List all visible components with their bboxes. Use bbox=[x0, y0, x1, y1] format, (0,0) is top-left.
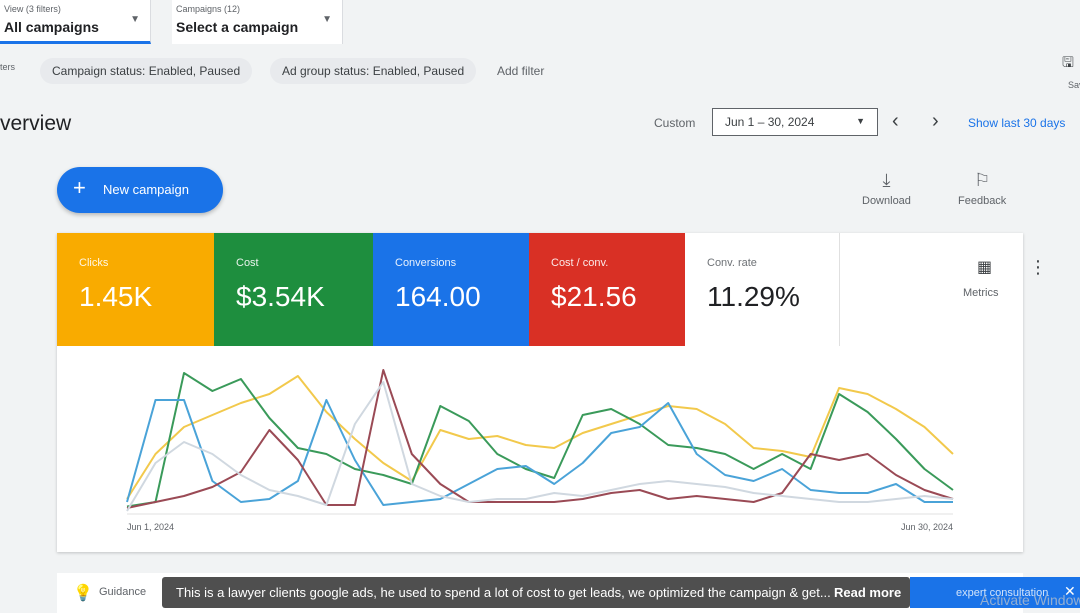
download-button[interactable]: ⤓ Download bbox=[862, 170, 911, 207]
series-line-0 bbox=[126, 375, 954, 500]
chevron-down-icon: ▼ bbox=[130, 14, 140, 25]
filter-chip-ad-group-status[interactable]: Ad group status: Enabled, Paused bbox=[270, 58, 477, 84]
metric-tile-clicks[interactable]: Clicks 1.45K bbox=[57, 233, 214, 346]
metric-label: Conv. rate bbox=[707, 257, 757, 269]
download-label: Download bbox=[862, 195, 911, 207]
caret-down-icon: ▼ bbox=[856, 116, 865, 126]
activate-windows-watermark: Activate Windows bbox=[980, 592, 1080, 608]
next-period-icon[interactable]: › bbox=[932, 110, 939, 132]
feedback-label: Feedback bbox=[958, 195, 1007, 207]
performance-chart: Jun 1, 2024 Jun 30, 2024 bbox=[57, 346, 1023, 552]
read-more-link[interactable]: Read more bbox=[834, 585, 902, 600]
date-range-value: Jun 1 – 30, 2024 bbox=[725, 115, 815, 129]
guidance-label: Guidance bbox=[99, 586, 147, 598]
video-caption: This is a lawyer clients google ads, he … bbox=[162, 577, 910, 608]
x-tick-end: Jun 30, 2024 bbox=[901, 522, 953, 532]
chevron-down-icon: ▼ bbox=[322, 14, 332, 25]
overview-card: Clicks 1.45K Cost $3.54K Conversions 164.00 Co… bbox=[57, 233, 1047, 552]
view-selector-label: View (3 filters) bbox=[4, 4, 61, 14]
metrics-icon[interactable]: ▦ bbox=[977, 259, 993, 276]
more-options-icon[interactable]: ⋮ bbox=[1029, 257, 1047, 277]
caption-text: This is a lawyer clients google ads, he … bbox=[176, 585, 831, 600]
consultation-banner[interactable]: expert consultation ✕ bbox=[910, 577, 1080, 608]
campaign-selector[interactable]: Campaigns (12) Select a campaign ▼ bbox=[172, 0, 343, 44]
filter-chip-campaign-status[interactable]: Campaign status: Enabled, Paused bbox=[40, 58, 253, 84]
page-title: verview bbox=[0, 112, 72, 135]
close-icon[interactable]: ✕ bbox=[1064, 583, 1076, 599]
metric-tile-conv-rate[interactable]: Conv. rate 11.29% bbox=[685, 233, 840, 346]
metric-value: 1.45K bbox=[79, 281, 153, 312]
view-selector[interactable]: View (3 filters) All campaigns ▼ bbox=[0, 0, 151, 44]
lightbulb-icon: 💡 bbox=[73, 585, 93, 602]
top-bar: View (3 filters) All campaigns ▼ Campaig… bbox=[0, 0, 1080, 46]
new-campaign-label: New campaign bbox=[103, 182, 189, 197]
series-line-2 bbox=[126, 399, 953, 506]
metric-label: Clicks bbox=[79, 257, 109, 269]
save-icon[interactable]: 🖫 bbox=[1062, 54, 1074, 70]
metric-value: 11.29% bbox=[707, 281, 800, 312]
series-line-3 bbox=[126, 369, 954, 509]
save-label: Sav bbox=[1068, 80, 1080, 90]
metric-label: Cost bbox=[236, 257, 259, 269]
plus-icon: + bbox=[73, 175, 86, 200]
metrics-menu: ▦ Metrics ⋮ bbox=[899, 233, 1047, 346]
campaign-selector-value: Select a campaign bbox=[176, 19, 299, 35]
metric-value: $3.54K bbox=[236, 281, 325, 312]
download-icon: ⤓ bbox=[882, 170, 891, 190]
consultation-text: expert consultation bbox=[956, 587, 1049, 599]
filter-row: Campaign status: Enabled, Paused Ad grou… bbox=[0, 52, 1080, 88]
metric-tile-conversions[interactable]: Conversions 164.00 bbox=[373, 233, 529, 346]
feedback-icon: ⚐ bbox=[974, 170, 991, 190]
prev-period-icon[interactable]: ‹ bbox=[892, 110, 899, 132]
add-filter-link[interactable]: Add filter bbox=[497, 64, 545, 78]
metric-label: Cost / conv. bbox=[551, 257, 609, 269]
x-tick-start: Jun 1, 2024 bbox=[127, 522, 174, 532]
series-line-4 bbox=[126, 381, 954, 512]
metric-label: Conversions bbox=[395, 257, 457, 269]
series-line-1 bbox=[126, 372, 954, 508]
metric-value: 164.00 bbox=[395, 281, 481, 312]
view-selector-value: All campaigns bbox=[4, 19, 99, 35]
metrics-button[interactable]: Metrics bbox=[963, 287, 999, 299]
date-range-picker[interactable]: Jun 1 – 30, 2024 ▼ bbox=[712, 108, 878, 136]
metric-value: $21.56 bbox=[551, 281, 637, 312]
feedback-button[interactable]: ⚐ Feedback bbox=[958, 170, 1006, 207]
show-last-30-days-link[interactable]: Show last 30 days bbox=[968, 116, 1066, 130]
metric-tile-cost[interactable]: Cost $3.54K bbox=[214, 233, 373, 346]
date-custom-label: Custom bbox=[654, 116, 696, 130]
chart-svg: Jun 1, 2024 Jun 30, 2024 bbox=[126, 369, 954, 532]
filters-label: ters bbox=[0, 62, 16, 72]
campaign-selector-label: Campaigns (12) bbox=[176, 4, 241, 14]
metric-tile-cost-conv[interactable]: Cost / conv. $21.56 bbox=[529, 233, 685, 346]
new-campaign-button[interactable]: + New campaign bbox=[57, 167, 223, 213]
